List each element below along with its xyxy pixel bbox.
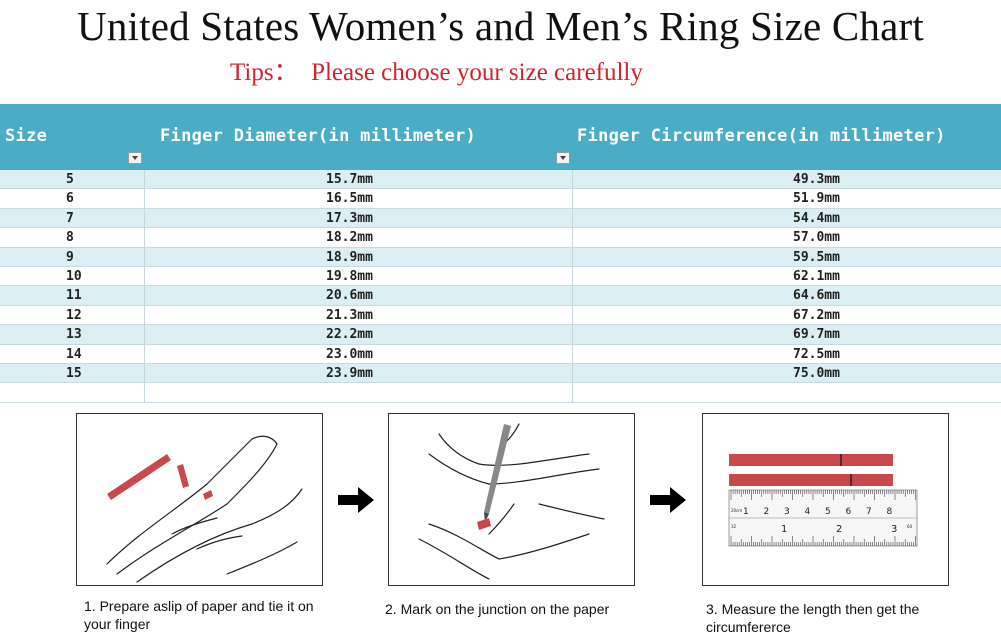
ruler-number: 3 [784,507,790,517]
circumference-cell: 69.7mm [793,327,840,343]
paper-strip-icon [729,454,893,466]
svg-text:32: 32 [731,524,737,529]
table-row: 6 16.5mm 51.9mm [0,189,1001,209]
step2-caption: 2. Mark on the junction on the paper [385,601,610,617]
diameter-cell: 18.2mm [326,230,373,246]
diameter-cell: 20.6mm [326,288,373,304]
diameter-cell: 16.5mm [326,191,373,207]
ruler-icon: 1 2 3 4 5 6 7 8 1 2 3 20cm 32 64 [728,489,918,547]
ruler-measure-image: 1 2 3 4 5 6 7 8 1 2 3 20cm 32 64 [728,454,918,547]
size-cell: 6 [66,191,74,207]
svg-text:64: 64 [907,524,913,529]
paper-strip-icon [477,518,491,530]
paper-strip-icon [107,454,213,500]
ruler-number: 7 [866,507,872,517]
ruler-number: 3 [891,524,897,535]
table-row: 11 20.6mm 64.6mm [0,286,1001,306]
circumference-cell: 59.5mm [793,249,840,265]
header-size: Size [5,126,48,146]
table-header: Size Finger Diameter(in millimeter) Fing… [0,104,1001,170]
header-circumference: Finger Circumference(in millimeter) [577,126,946,146]
circumference-cell: 72.5mm [793,346,840,362]
step1-illustration [76,413,323,586]
step3-illustration: 1 2 3 4 5 6 7 8 1 2 3 20cm 32 64 [702,413,949,586]
size-cell: 13 [66,327,82,343]
circumference-cell: 49.3mm [793,172,840,187]
ruler-number: 5 [825,507,831,517]
size-cell: 15 [66,365,82,381]
size-cell: 10 [66,268,82,284]
arrow-right-icon [338,487,374,513]
filter-dropdown-icon[interactable] [128,152,142,164]
ruler-number: 4 [805,507,811,517]
size-cell: 12 [66,307,82,323]
ruler-number: 2 [836,524,842,535]
svg-text:20cm: 20cm [731,508,742,513]
size-cell: 7 [66,210,74,226]
table-row: 5 15.7mm 49.3mm [0,170,1001,190]
table-row [0,383,1001,403]
diameter-cell: 23.9mm [326,365,373,381]
ruler-number: 1 [743,507,749,517]
pen-icon [484,424,511,522]
diameter-cell: 23.0mm [326,346,373,362]
step3-caption: 3. Measure the length then get the circu… [706,601,920,635]
circumference-cell: 54.4mm [793,210,840,226]
hand-tie-paper-image [106,435,303,583]
hand-mark-paper-image [418,423,605,580]
table-row: 8 18.2mm 57.0mm [0,228,1001,248]
ruler-number: 1 [781,524,787,535]
size-cell: 5 [66,172,74,187]
table-row: 13 22.2mm 69.7mm [0,325,1001,345]
table-row: 9 18.9mm 59.5mm [0,247,1001,267]
diameter-cell: 21.3mm [326,307,373,323]
header-diameter: Finger Diameter(in millimeter) [160,126,477,146]
circumference-cell: 51.9mm [793,191,840,207]
arrow-right-icon [650,487,686,513]
circumference-cell: 64.6mm [793,288,840,304]
diameter-cell: 18.9mm [326,249,373,265]
table-row: 12 21.3mm 67.2mm [0,305,1001,326]
ruler-number: 8 [887,507,893,517]
ruler-number: 6 [846,507,852,517]
ring-size-table: Size Finger Diameter(in millimeter) Fing… [0,104,1001,403]
step1-caption: 1. Prepare aslip of paper and tie it on … [84,598,314,632]
diameter-cell: 19.8mm [326,268,373,284]
page-title: United States Women’s and Men’s Ring Siz… [77,3,924,49]
size-cell: 11 [66,288,82,304]
table-row: 7 17.3mm 54.4mm [0,208,1001,229]
size-cell: 14 [66,346,82,362]
table-row: 14 23.0mm 72.5mm [0,344,1001,364]
ruler-number: 2 [764,507,770,517]
circumference-cell: 75.0mm [793,365,840,381]
paper-strip-icon [729,474,893,486]
circumference-cell: 67.2mm [793,307,840,323]
size-cell: 9 [66,249,74,265]
table-row: 10 19.8mm 62.1mm [0,266,1001,287]
circumference-cell: 57.0mm [793,230,840,246]
size-cell: 8 [66,230,74,246]
filter-dropdown-icon[interactable] [556,152,570,164]
diameter-cell: 15.7mm [326,172,373,187]
circumference-cell: 62.1mm [793,268,840,284]
step2-illustration [388,413,635,586]
diameter-cell: 22.2mm [326,327,373,343]
diameter-cell: 17.3mm [326,210,373,226]
table-body: 5 15.7mm 49.3mm 6 16.5mm 51.9mm 7 17.3mm 54.4mm 8… [0,170,1001,403]
table-row: 15 23.9mm 75.0mm [0,363,1001,384]
tips-text: Tips： Please choose your size carefully [230,59,643,86]
